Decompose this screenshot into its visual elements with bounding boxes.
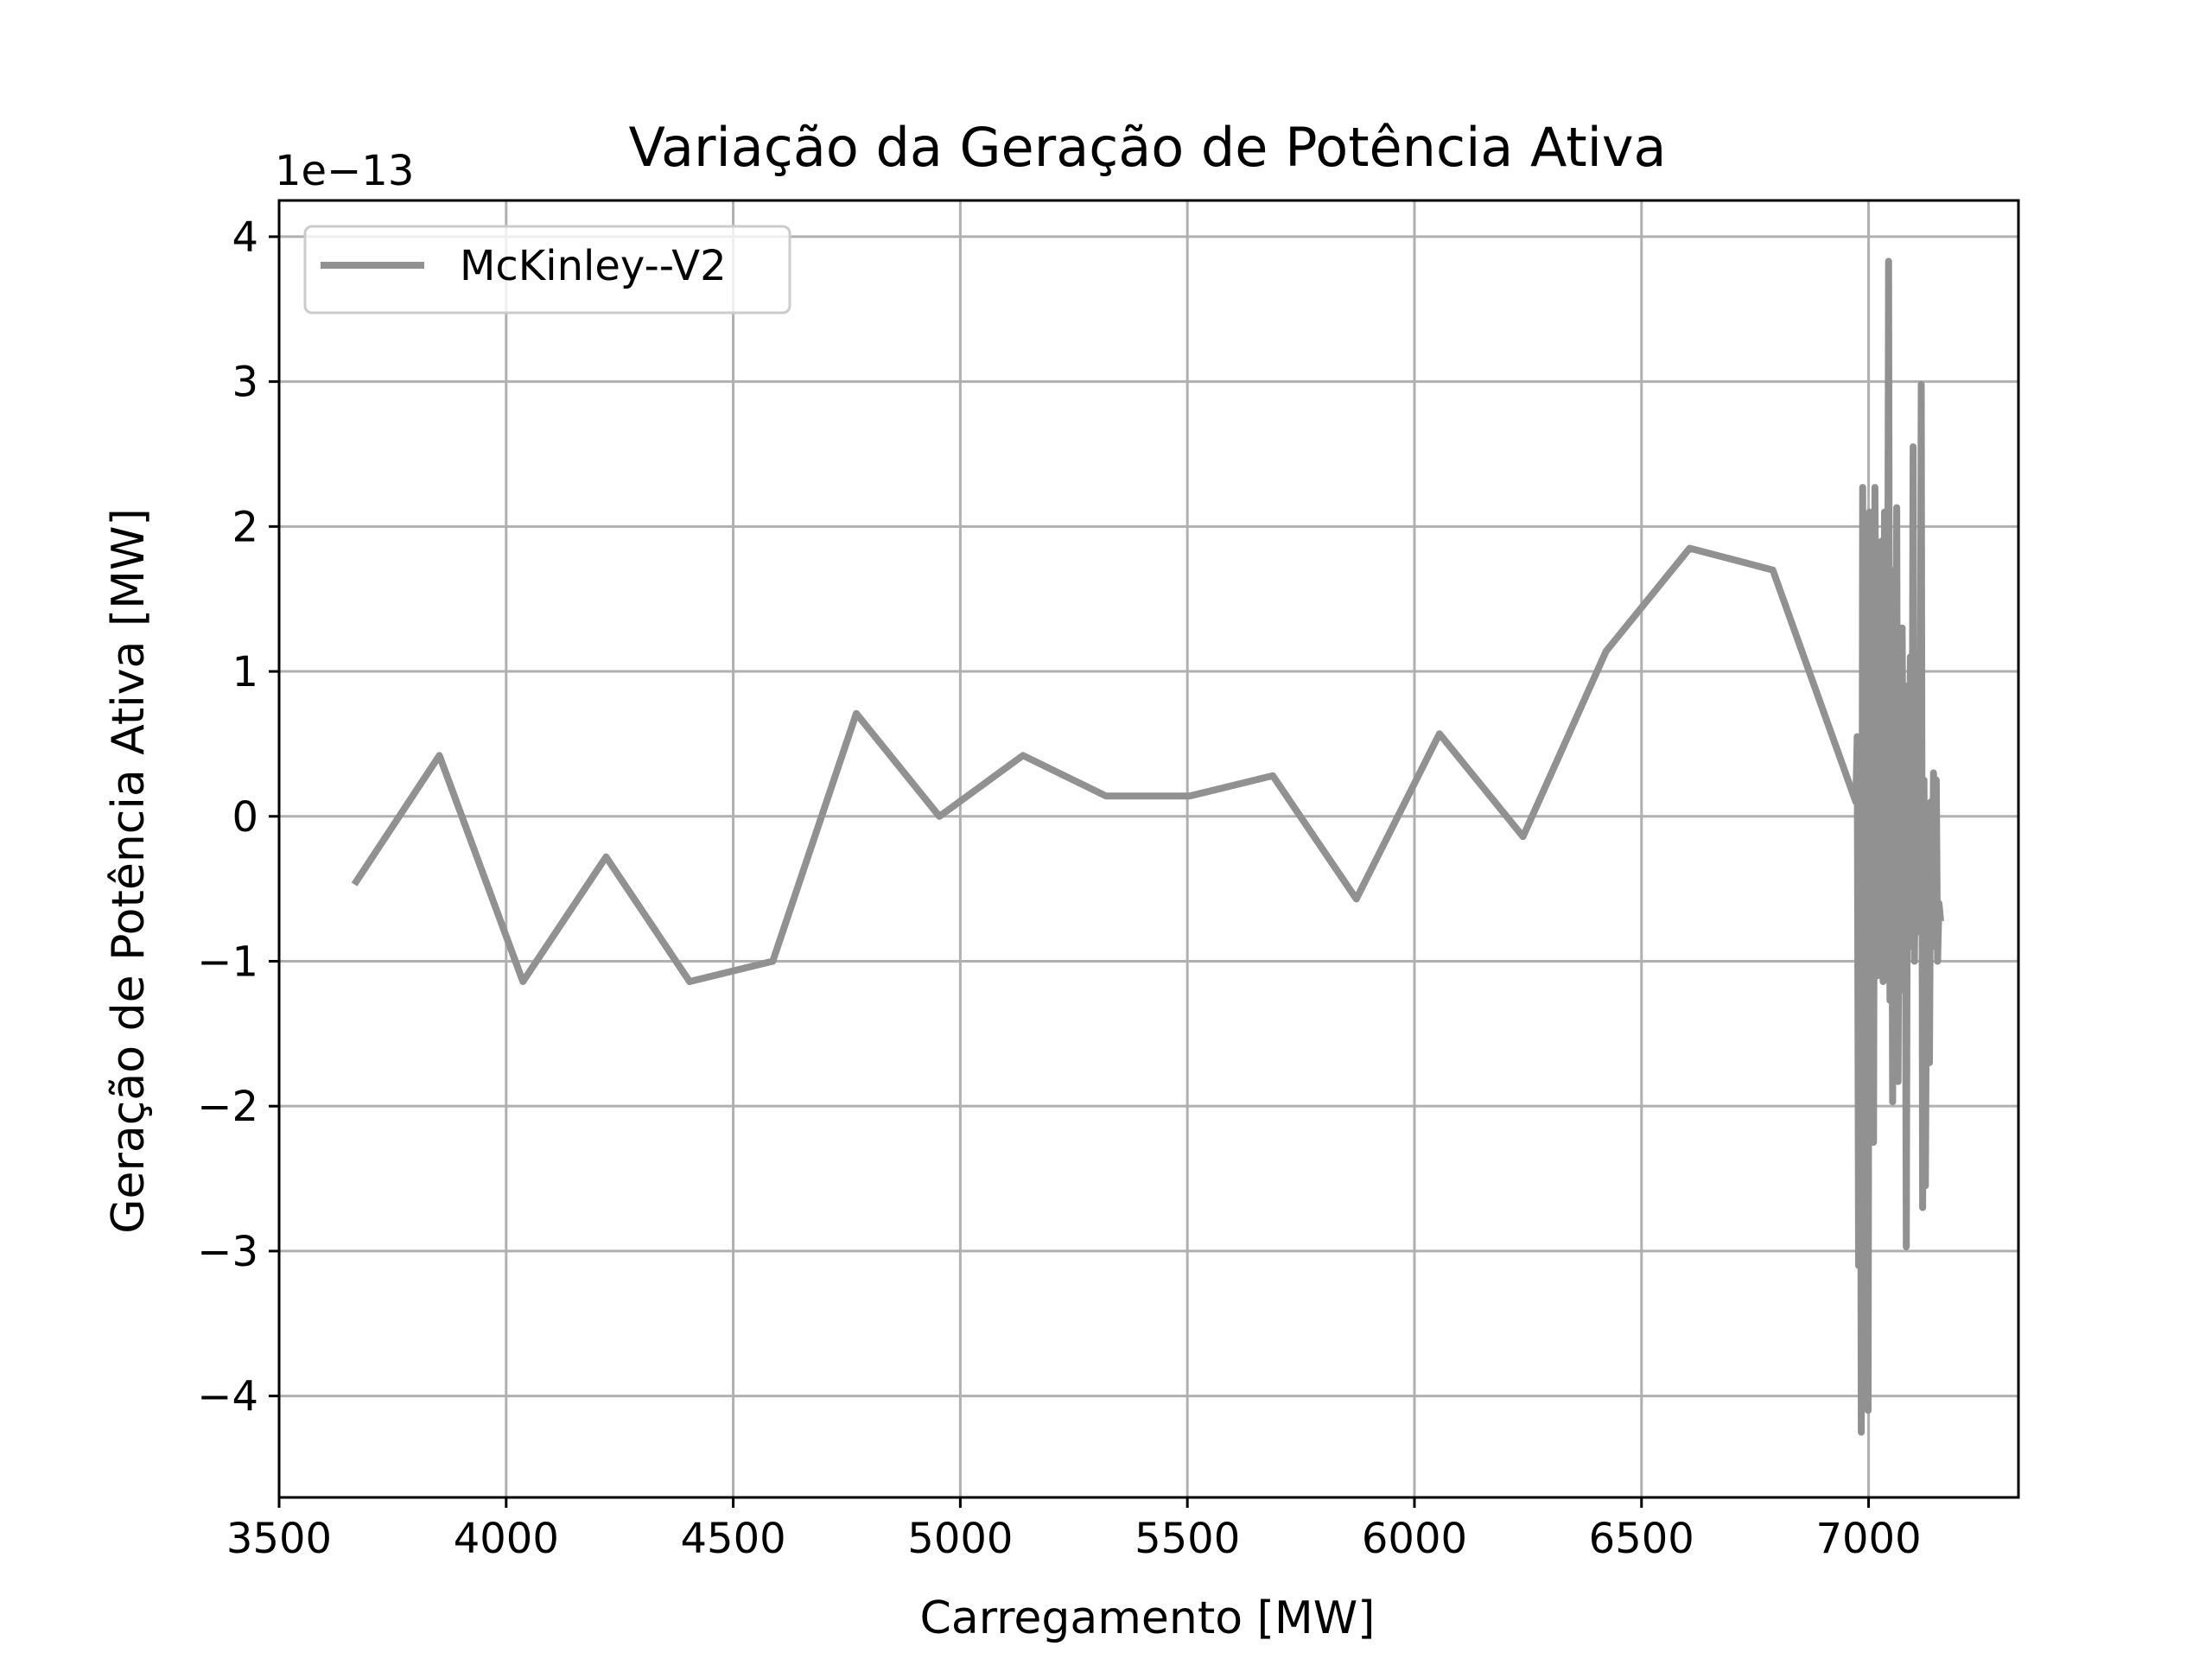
y-tick-label: −4 xyxy=(197,1373,258,1421)
legend-label: McKinley--V2 xyxy=(460,242,727,290)
x-tick-label: 5500 xyxy=(1135,1515,1240,1563)
x-axis-label: Carregamento [MW] xyxy=(920,1592,1376,1644)
y-tick-label: 4 xyxy=(232,213,258,262)
y-axis-label: Geração de Potência Ativa [MW] xyxy=(103,508,155,1233)
x-tick-label: 3500 xyxy=(226,1515,332,1563)
y-tick-label: 1 xyxy=(232,648,258,696)
y-axis: 4 3 2 1 0 −1 −2 −3 −4 xyxy=(197,213,279,1421)
legend: McKinley--V2 xyxy=(303,225,791,315)
y-tick-label: 3 xyxy=(232,359,258,407)
chart-title: Variação da Geração de Potência Ativa xyxy=(628,116,1666,179)
y-offset-label: 1e−13 xyxy=(275,147,414,195)
plot-frame xyxy=(277,199,2020,1499)
y-tick-label: 0 xyxy=(232,793,258,842)
y-tick-label: −2 xyxy=(197,1083,258,1131)
x-tick-label: 4000 xyxy=(454,1515,559,1563)
legend-box xyxy=(303,225,791,315)
y-tick-label: 2 xyxy=(232,503,258,551)
series-layer xyxy=(351,257,1944,1436)
x-tick-label: 7000 xyxy=(1815,1515,1921,1563)
series-line xyxy=(351,257,1944,1436)
x-axis: 3500 4000 4500 5000 5500 6000 6500 7000 xyxy=(226,1497,1922,1563)
x-tick-label: 6500 xyxy=(1589,1515,1694,1563)
x-tick-label: 5000 xyxy=(907,1515,1013,1563)
x-tick-label: 4500 xyxy=(681,1515,786,1563)
y-tick-label: −3 xyxy=(197,1228,258,1276)
x-tick-label: 6000 xyxy=(1362,1515,1467,1563)
y-tick-label: −1 xyxy=(197,938,258,986)
